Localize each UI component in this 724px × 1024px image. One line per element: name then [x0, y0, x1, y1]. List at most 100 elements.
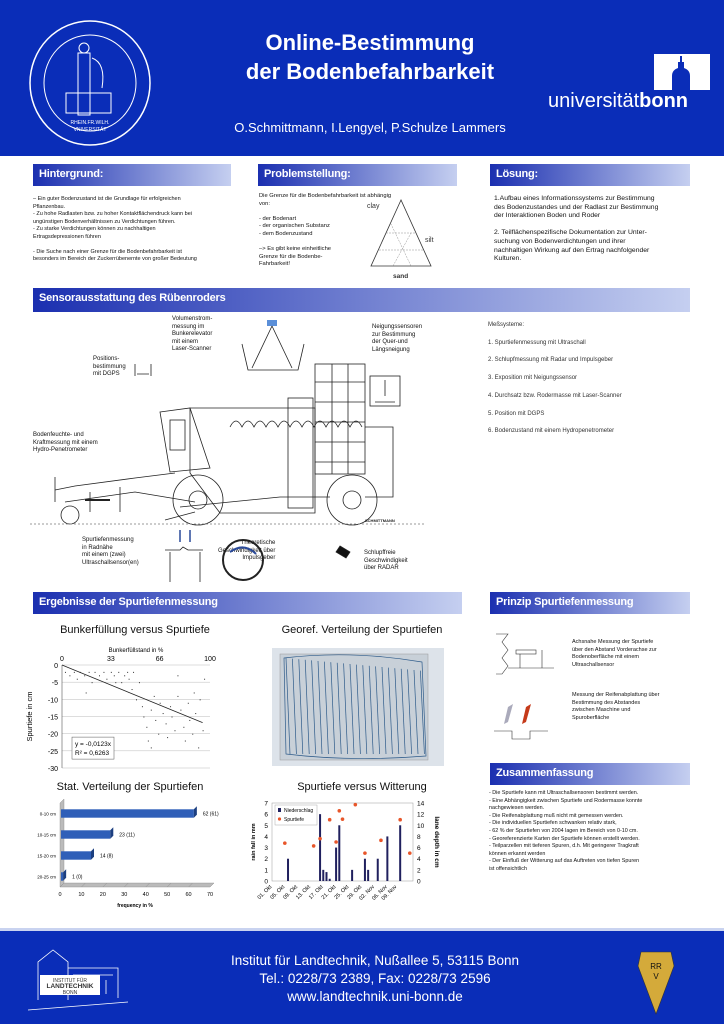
- rain-bar: [376, 858, 379, 881]
- y-tick-label: 1: [264, 867, 268, 874]
- regression-equation: y = -0,0123x: [75, 741, 112, 748]
- x-tick-label: 20: [100, 892, 106, 898]
- y-tick-label: -30: [48, 766, 58, 773]
- y-tick-label: 3: [264, 845, 268, 852]
- data-point: [88, 671, 90, 673]
- track-line: [304, 659, 310, 755]
- bar: [61, 872, 64, 881]
- section-heading-zusammenfassung: Zusammenfassung: [490, 763, 690, 785]
- problemstellung-text: Die Grenze für die Bodenbefahrbarkeit is…: [259, 193, 392, 268]
- summary-item: - 62 % der Spurtiefen von 2004 lagen im …: [489, 827, 638, 834]
- poster-header: [0, 0, 724, 156]
- data-point: [110, 671, 112, 673]
- rain-bar: [322, 869, 325, 881]
- gridline: [59, 882, 65, 888]
- mess-item: 6. Bodenzustand mit einem Hydropenetrome…: [488, 428, 615, 434]
- section-heading-problemstellung: Problemstellung:: [258, 164, 457, 186]
- data-point: [167, 737, 169, 739]
- phone-fax: Tel.: 0228/73 2389, Fax: 0228/73 2596: [259, 971, 491, 986]
- beet-harvester-diagram: SCHMITTMANN: [30, 320, 425, 582]
- mess-item: 1. Spurtiefenmessung mit Ultraschall: [488, 340, 586, 346]
- data-point: [150, 747, 152, 749]
- data-point: [159, 702, 161, 704]
- brand-label: SCHMITTMANN: [365, 518, 395, 523]
- y-tick-label: 7: [264, 801, 268, 808]
- track-line: [330, 662, 336, 755]
- data-point: [138, 682, 140, 684]
- track-line: [356, 664, 361, 755]
- bar: [61, 830, 111, 839]
- section-heading-sensor: Sensorausstattung des Rübenroders: [33, 288, 690, 312]
- y-tick-label: -15: [48, 715, 58, 722]
- y2-tick-label: 10: [417, 823, 425, 830]
- rain-bar: [367, 869, 370, 881]
- track-line: [368, 665, 374, 755]
- university-seal-logo: RHEIN.FR.WILH. VNIVERSITÄT: [29, 20, 151, 146]
- poster-footer: [0, 928, 724, 1024]
- track-line: [336, 662, 342, 755]
- lane-depth-point: [311, 844, 316, 848]
- data-point: [198, 747, 200, 749]
- x-tick-label: 40: [143, 892, 149, 898]
- y2-tick-label: 12: [417, 812, 425, 819]
- georeferenced-track-map: [272, 648, 444, 766]
- lane-depth-point: [407, 851, 412, 855]
- triangle-label-clay: clay: [367, 203, 380, 210]
- y-tick-label: 6: [264, 812, 268, 819]
- logo-text-light: universität: [548, 90, 640, 112]
- data-point: [84, 675, 86, 677]
- data-point: [115, 682, 117, 684]
- bar-chart-distribution: 0 10 20 30 40 50 60 70 frequency in % 0-10 cm 62 (…: [37, 798, 219, 909]
- legend-swatch-bar: [278, 808, 281, 812]
- legend-label: Spurtiefe: [284, 817, 304, 823]
- x-tick-label: 30: [121, 892, 127, 898]
- lane-depth-point: [353, 802, 358, 807]
- authors: O.Schmittmann, I.Lengyel, P.Schulze Lamm…: [234, 120, 506, 135]
- gridline: [188, 882, 193, 888]
- label-volumenstrom: Volumenstrom- messung im Bunkerelevator …: [172, 316, 213, 352]
- svg-text:RHEIN.FR.WILH.: RHEIN.FR.WILH.: [71, 120, 110, 126]
- data-point: [170, 706, 172, 708]
- data-point: [103, 671, 105, 673]
- contact-info: Institut für Landtechnik, Nußallee 5, 53…: [160, 952, 590, 1006]
- label-penetrometer: Bodenfeuchte- und Kraftmessung mit einem…: [33, 432, 98, 453]
- rain-bar: [287, 858, 290, 881]
- x-tick-label: 66: [156, 656, 164, 663]
- data-point: [165, 723, 167, 725]
- data-point: [162, 713, 164, 715]
- data-point: [183, 726, 185, 728]
- lane-depth-point: [327, 817, 332, 822]
- website-link[interactable]: www.landtechnik.uni-bonn.de: [287, 989, 463, 1004]
- data-point: [202, 730, 204, 732]
- bar: [61, 851, 91, 860]
- mess-item: 4. Durchsatz bzw. Rodermasse mit Laser-S…: [488, 393, 622, 399]
- gridline: [102, 882, 107, 888]
- summary-item: - Die Spurtiefe kann mit Ultraschallsens…: [489, 790, 639, 796]
- data-point: [121, 682, 123, 684]
- y-tick-label: -25: [48, 749, 58, 756]
- x-tick-label: 33: [107, 656, 115, 663]
- y2-tick-label: 14: [417, 801, 425, 808]
- data-point: [127, 671, 129, 673]
- section-heading-hintergrund: Hintergrund:: [33, 164, 231, 186]
- lane-depth-point: [379, 838, 383, 843]
- x-tick-label: 60: [186, 892, 192, 898]
- university-bonn-logo: universitätbonn: [548, 54, 712, 114]
- rain-bar: [386, 836, 389, 881]
- label-spurtiefe: Spurtiefenmessung in Radnähe mit einem (…: [82, 537, 139, 566]
- lane-depth-point: [398, 817, 402, 822]
- bar-side: [63, 869, 67, 881]
- rain-bar: [319, 814, 322, 881]
- data-point: [187, 702, 189, 704]
- soil-texture-triangle: clay silt sand: [367, 199, 434, 280]
- y-tick-label: -20: [48, 732, 58, 739]
- data-label: 23 (11): [119, 833, 135, 839]
- rain-bar: [325, 872, 328, 881]
- summary-item: - Georeferenzierte Karten der Spurtiefe …: [489, 835, 640, 842]
- track-line: [349, 663, 355, 755]
- track-line: [298, 659, 304, 755]
- equation-box: [71, 736, 115, 760]
- rrv-badge-logo: [637, 951, 675, 1015]
- trend-line: [61, 664, 203, 724]
- data-point: [192, 733, 194, 735]
